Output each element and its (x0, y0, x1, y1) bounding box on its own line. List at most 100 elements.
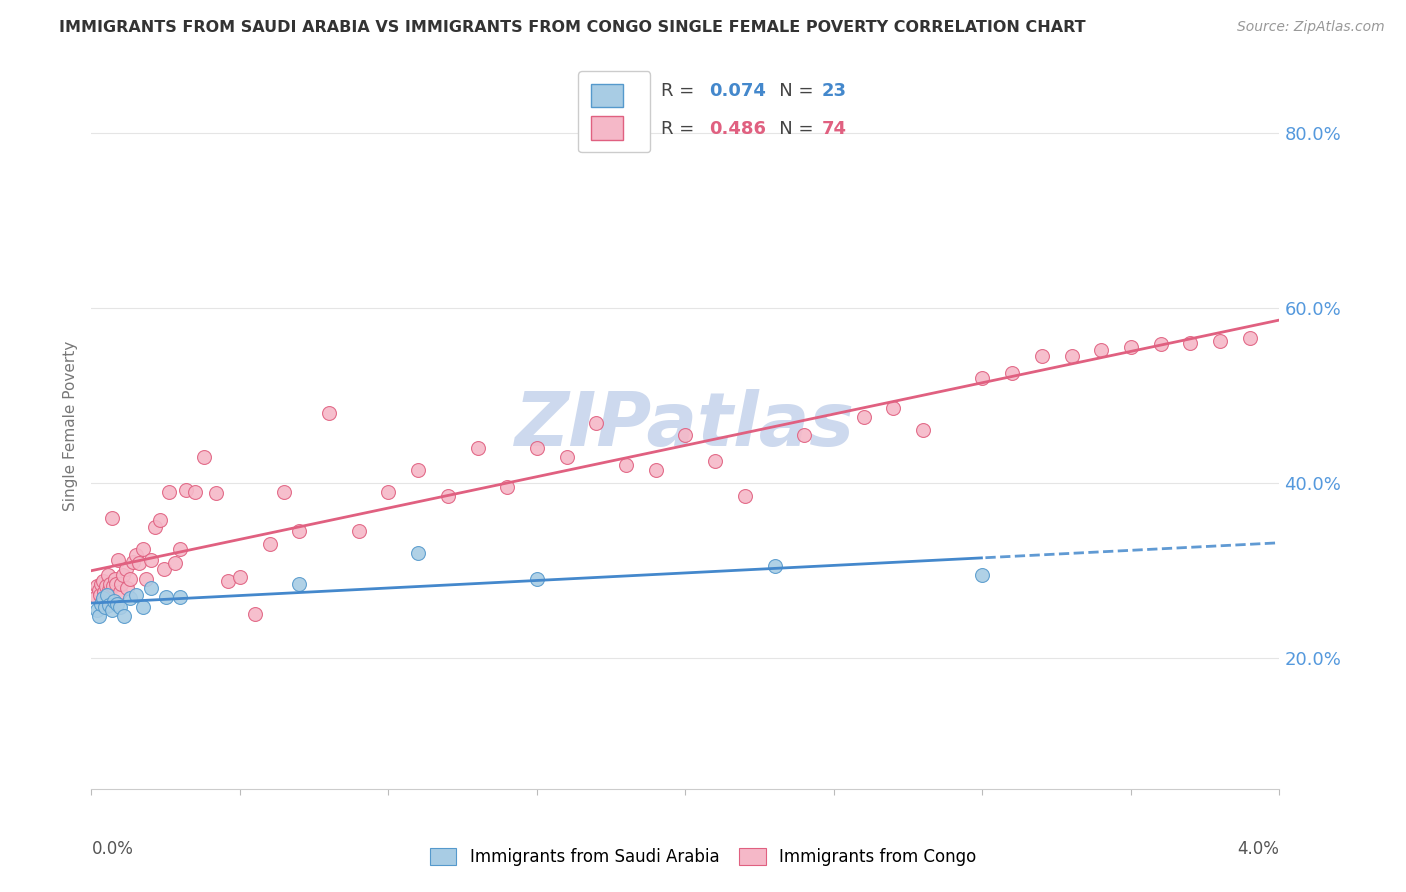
Point (108, 600, 131, 615)
Point (406, 546, 429, 560)
Point (101, 579, 124, 593)
Point (104, 576, 127, 591)
Point (377, 484, 399, 499)
Point (526, 572, 548, 586)
Point (763, 559, 786, 574)
Point (90, 597, 112, 611)
Point (122, 555, 145, 569)
Point (110, 576, 132, 591)
Point (157, 484, 180, 499)
Point (614, 458, 637, 473)
Point (86, 579, 108, 593)
Point (118, 591, 141, 606)
Legend: , : , (578, 71, 650, 153)
Point (184, 484, 207, 499)
Point (132, 541, 155, 556)
Point (169, 541, 191, 556)
Point (163, 557, 186, 571)
Point (98, 576, 121, 591)
Legend: Immigrants from Saudi Arabia, Immigrants from Congo: Immigrants from Saudi Arabia, Immigrants… (423, 841, 983, 873)
Point (105, 597, 128, 611)
Point (84, 590, 107, 604)
Point (882, 401, 904, 416)
Point (103, 572, 125, 586)
Point (89, 588, 111, 602)
Point (155, 590, 177, 604)
Y-axis label: Single Female Poverty: Single Female Poverty (63, 341, 79, 511)
Point (852, 410, 875, 425)
Point (94, 600, 117, 615)
Text: 0.074: 0.074 (709, 82, 766, 100)
Point (1060, 349, 1083, 363)
Point (555, 450, 578, 464)
Text: 4.0%: 4.0% (1237, 840, 1279, 858)
Point (107, 553, 129, 567)
Point (1031, 349, 1053, 363)
Text: N =: N = (762, 82, 820, 100)
Point (100, 511, 122, 525)
Point (115, 581, 138, 595)
Point (972, 567, 994, 582)
Point (100, 603, 122, 617)
Point (243, 607, 266, 622)
Point (1149, 337, 1171, 351)
Point (98, 599, 121, 613)
Point (112, 609, 135, 624)
Point (91, 574, 114, 588)
Point (1209, 334, 1232, 348)
Text: 0.0%: 0.0% (91, 840, 134, 858)
Point (125, 548, 148, 562)
Point (149, 513, 172, 527)
Text: R =: R = (661, 120, 700, 138)
Point (108, 585, 131, 599)
Point (128, 557, 150, 571)
Point (125, 588, 148, 602)
Text: N =: N = (762, 120, 820, 138)
Point (94, 579, 117, 593)
Point (288, 524, 311, 538)
Point (347, 524, 370, 538)
Point (318, 406, 340, 420)
Point (911, 423, 934, 437)
Point (1180, 335, 1202, 350)
Point (644, 463, 666, 477)
Point (526, 441, 548, 455)
Point (734, 489, 756, 503)
Point (90, 594, 112, 608)
Point (704, 454, 727, 468)
Point (1239, 331, 1261, 345)
Point (288, 576, 311, 591)
Point (436, 489, 458, 503)
Point (90, 576, 112, 591)
Point (585, 417, 607, 431)
Point (496, 480, 519, 494)
Point (1090, 343, 1112, 357)
Point (1001, 367, 1024, 381)
Point (467, 441, 489, 455)
Point (793, 427, 815, 442)
Point (86, 603, 108, 617)
Point (259, 537, 281, 551)
Point (93, 585, 115, 599)
Text: IMMIGRANTS FROM SAUDI ARABIA VS IMMIGRANTS FROM CONGO SINGLE FEMALE POVERTY CORR: IMMIGRANTS FROM SAUDI ARABIA VS IMMIGRAN… (59, 20, 1085, 35)
Point (87, 582, 110, 597)
Point (97, 582, 120, 597)
Point (273, 484, 295, 499)
Point (139, 553, 162, 567)
Point (132, 600, 155, 615)
Point (112, 567, 135, 582)
Point (97, 567, 120, 582)
Point (217, 574, 239, 588)
Text: 23: 23 (821, 82, 846, 100)
Text: 74: 74 (821, 120, 846, 138)
Point (153, 562, 176, 576)
Point (972, 370, 994, 384)
Point (103, 594, 125, 608)
Point (135, 572, 157, 586)
Point (139, 581, 162, 595)
Point (229, 570, 252, 584)
Point (193, 450, 215, 464)
Point (91, 591, 114, 606)
Point (118, 572, 141, 586)
Point (205, 486, 228, 500)
